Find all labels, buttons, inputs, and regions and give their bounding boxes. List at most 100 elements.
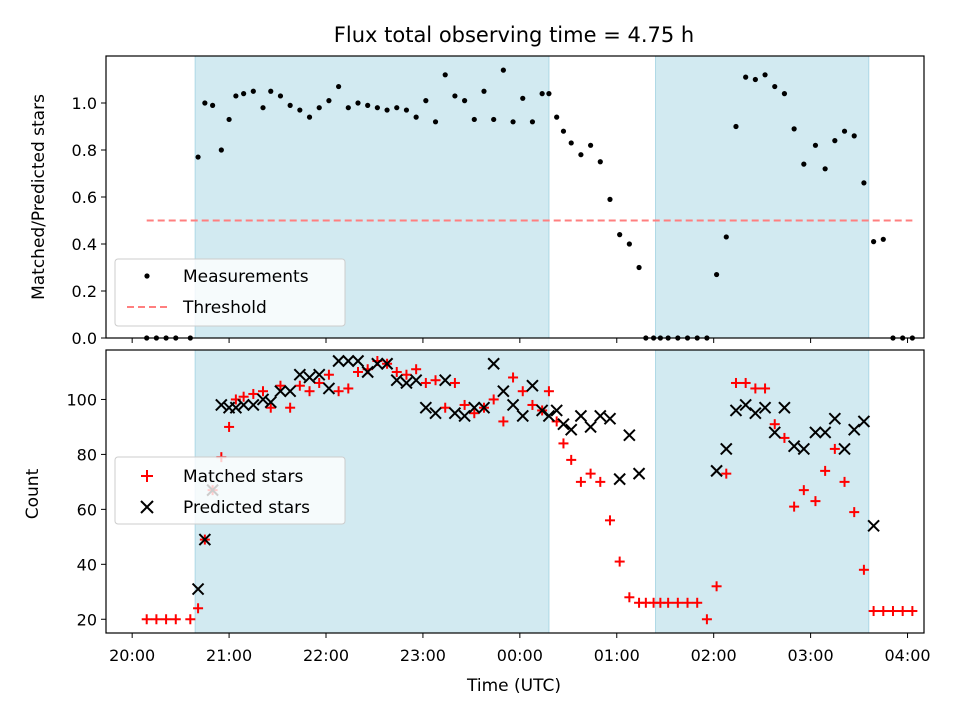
- matched-star-point: [459, 399, 470, 410]
- measurement-point: [471, 116, 477, 123]
- measurement-point: [413, 114, 419, 120]
- matched-star-point: [789, 501, 800, 512]
- bottom-panel: 20 40 60 80 100 20:00 21:00 22:00 23:00 00:00 01:…: [23, 349, 931, 696]
- top-legend-box: [114, 258, 346, 327]
- shaded-interval-2: [655, 55, 870, 339]
- matched-star-point: [779, 432, 790, 443]
- measurement-point: [481, 88, 487, 94]
- measurement-point: [772, 83, 778, 90]
- y-tick-label: 100: [66, 390, 97, 409]
- legend-predicted-marker: [140, 500, 154, 514]
- predicted-star-point: [550, 404, 563, 417]
- measurement-point: [801, 161, 807, 167]
- predicted-stars-points: [191, 354, 880, 596]
- predicted-star-point: [506, 398, 520, 412]
- measurement-point: [268, 88, 274, 94]
- measurement-point: [442, 72, 448, 78]
- predicted-star-point: [828, 412, 842, 425]
- measurement-point: [355, 100, 361, 106]
- chart-title: Flux total observing time = 4.75 h: [334, 23, 694, 47]
- x-tick-label: 21:00: [206, 646, 252, 665]
- matched-star-point: [517, 386, 528, 397]
- measurement-point: [326, 98, 332, 104]
- predicted-star-point: [848, 423, 861, 436]
- measurement-point: [520, 95, 526, 101]
- measurement-point: [210, 102, 216, 108]
- predicted-star-point: [419, 401, 433, 414]
- matched-star-point: [333, 386, 344, 397]
- predicted-star-point: [584, 420, 597, 434]
- matched-star-point: [575, 476, 586, 487]
- y-tick-label: 0.6: [72, 188, 97, 207]
- matched-star-point: [663, 597, 674, 608]
- legend-matched-marker: [141, 470, 153, 482]
- predicted-star-point: [458, 409, 471, 423]
- measurement-point: [791, 126, 797, 132]
- matched-star-point: [488, 394, 499, 405]
- matched-star-point: [401, 369, 412, 380]
- predicted-star-point: [574, 409, 588, 423]
- x-tick-label: 01:00: [594, 646, 640, 665]
- matched-star-point: [878, 606, 889, 617]
- measurement-point: [812, 142, 819, 148]
- y-tick-label: 0.0: [72, 329, 97, 348]
- predicted-star-point: [198, 533, 212, 546]
- measurement-point: [822, 166, 828, 172]
- measurement-point: [871, 239, 877, 245]
- predicted-star-point: [778, 401, 791, 414]
- measurement-point: [832, 138, 838, 144]
- matched-star-point: [672, 597, 683, 608]
- measurement-point: [432, 119, 439, 125]
- predicted-star-point: [256, 393, 270, 406]
- matched-star-point: [275, 380, 286, 391]
- matched-star-point: [304, 386, 315, 397]
- matched-star-point: [193, 603, 204, 614]
- predicted-star-point: [632, 467, 646, 480]
- matched-star-point: [750, 383, 761, 394]
- bottom-y-axis-label: Count: [23, 468, 43, 519]
- top-axes-frame: [105, 55, 925, 339]
- matched-star-point: [897, 606, 908, 617]
- measurement-point: [617, 232, 623, 238]
- matched-star-point: [543, 386, 554, 397]
- measurement-point: [529, 119, 536, 125]
- measurement-point: [233, 93, 239, 99]
- x-tick-label: 22:00: [303, 646, 349, 665]
- predicted-star-point: [274, 385, 287, 398]
- measurement-point: [733, 123, 739, 130]
- x-tick-label: 03:00: [788, 646, 834, 665]
- measurement-point: [560, 128, 567, 134]
- predicted-star-point: [247, 398, 260, 412]
- matched-star-point: [498, 416, 509, 427]
- predicted-star-point: [603, 412, 617, 425]
- measurement-points: [144, 67, 915, 341]
- matched-star-point: [849, 507, 860, 518]
- matched-star-point: [411, 364, 422, 375]
- measurement-point: [365, 102, 371, 108]
- predicted-star-point: [729, 404, 743, 417]
- measurement-point: [861, 180, 867, 186]
- matched-star-point: [820, 465, 831, 476]
- measurement-point: [510, 119, 516, 125]
- predicted-star-point: [809, 426, 822, 439]
- bottom-axes-frame: [105, 349, 925, 634]
- matched-star-point: [161, 614, 172, 625]
- predicted-star-point: [429, 406, 442, 420]
- predicted-star-point: [468, 401, 481, 414]
- matched-star-point: [391, 366, 402, 377]
- matched-star-point: [323, 369, 334, 380]
- x-axis-label: Time (UTC): [466, 676, 561, 696]
- matched-star-point: [907, 606, 918, 617]
- measurement-point: [743, 74, 749, 80]
- measurement-point: [403, 107, 410, 113]
- measurement-point: [568, 140, 574, 146]
- measurement-point: [539, 91, 545, 97]
- predicted-star-point: [487, 357, 500, 370]
- measurement-point: [752, 76, 758, 83]
- predicted-star-point: [390, 374, 403, 387]
- predicted-star-point: [380, 357, 394, 370]
- measurement-point: [491, 116, 497, 123]
- x-tick-label: 02:00: [691, 646, 737, 665]
- matched-star-point: [141, 614, 152, 625]
- measurement-point: [462, 98, 468, 104]
